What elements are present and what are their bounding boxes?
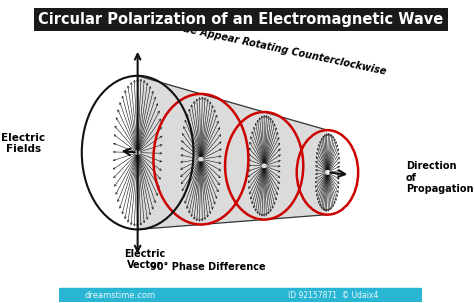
Text: Electric
Vector: Electric Vector [124,248,165,270]
Text: Direction
of
Propagation: Direction of Propagation [406,161,474,194]
Text: Vector would be Appear Rotating Counterclockwise: Vector would be Appear Rotating Counterc… [109,8,387,77]
Text: Circular Polarization of an Electromagnetic Wave: Circular Polarization of an Electromagne… [38,12,444,27]
Text: 90° Phase Difference: 90° Phase Difference [150,262,266,272]
Bar [60,288,422,302]
Text: dreamstime.com: dreamstime.com [85,291,156,300]
Text: ID 92157871  © Udaix4: ID 92157871 © Udaix4 [288,291,379,300]
Text: Electric
Fields: Electric Fields [1,133,46,155]
Polygon shape [137,76,328,229]
